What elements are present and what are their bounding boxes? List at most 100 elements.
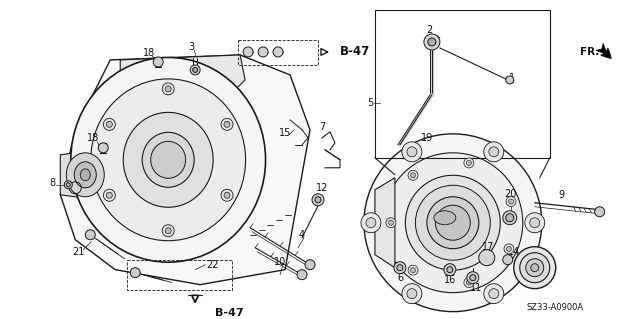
Circle shape [99, 143, 108, 153]
Circle shape [484, 284, 504, 304]
Text: 9: 9 [559, 190, 564, 200]
Text: 18: 18 [143, 48, 156, 58]
Circle shape [484, 142, 504, 162]
Circle shape [464, 158, 474, 168]
Bar [127, 260, 232, 290]
Ellipse shape [435, 205, 470, 240]
Circle shape [525, 213, 545, 233]
Circle shape [407, 289, 417, 299]
Circle shape [506, 197, 516, 206]
Text: 11: 11 [470, 283, 482, 293]
Circle shape [503, 211, 516, 225]
Text: 18: 18 [87, 133, 99, 143]
Text: B-47: B-47 [215, 308, 244, 318]
Circle shape [312, 194, 324, 206]
Circle shape [162, 225, 174, 237]
Circle shape [224, 121, 230, 127]
Text: 6: 6 [398, 273, 404, 283]
Text: 17: 17 [482, 242, 494, 252]
Circle shape [407, 147, 417, 157]
Text: FR.: FR. [580, 47, 600, 57]
Circle shape [506, 76, 514, 84]
Circle shape [366, 218, 376, 228]
Circle shape [85, 230, 95, 240]
Text: 2: 2 [427, 25, 433, 35]
Circle shape [162, 83, 174, 95]
Polygon shape [120, 55, 245, 90]
Circle shape [424, 34, 440, 50]
Circle shape [386, 218, 396, 228]
Circle shape [467, 272, 479, 284]
Ellipse shape [525, 259, 544, 277]
Text: 7: 7 [319, 122, 325, 132]
Circle shape [397, 265, 403, 271]
Circle shape [224, 192, 230, 198]
Ellipse shape [427, 197, 479, 249]
Circle shape [489, 147, 499, 157]
Text: 19: 19 [420, 133, 433, 143]
Ellipse shape [67, 153, 104, 197]
Circle shape [258, 47, 268, 57]
Circle shape [104, 189, 115, 201]
Text: 21: 21 [72, 247, 84, 257]
Circle shape [106, 121, 113, 127]
Circle shape [165, 228, 171, 234]
Ellipse shape [383, 153, 523, 293]
Circle shape [470, 275, 476, 281]
Ellipse shape [150, 141, 186, 178]
Text: 15: 15 [279, 128, 291, 138]
Text: 12: 12 [316, 183, 328, 193]
Ellipse shape [364, 134, 541, 312]
Polygon shape [60, 148, 115, 202]
Ellipse shape [405, 175, 500, 270]
Circle shape [408, 265, 418, 275]
Circle shape [464, 278, 474, 287]
Text: 20: 20 [504, 189, 517, 199]
Ellipse shape [91, 79, 246, 241]
Text: 3: 3 [188, 42, 194, 52]
Text: 5: 5 [367, 98, 373, 108]
Circle shape [106, 192, 113, 198]
Circle shape [428, 38, 436, 46]
Circle shape [447, 267, 453, 273]
Text: 16: 16 [444, 275, 456, 285]
Circle shape [467, 160, 472, 166]
Circle shape [104, 118, 115, 130]
Circle shape [506, 214, 514, 222]
Circle shape [315, 197, 321, 203]
Polygon shape [375, 178, 395, 268]
Circle shape [165, 86, 171, 92]
Bar [375, 10, 550, 158]
Circle shape [243, 47, 253, 57]
Polygon shape [60, 55, 310, 285]
Circle shape [193, 67, 198, 72]
Circle shape [273, 47, 283, 57]
Circle shape [467, 280, 472, 285]
Ellipse shape [71, 57, 266, 262]
Text: 1: 1 [509, 73, 515, 83]
Circle shape [444, 264, 456, 276]
Circle shape [504, 244, 514, 254]
Text: 22: 22 [206, 260, 218, 270]
Circle shape [64, 181, 72, 189]
Ellipse shape [124, 112, 213, 207]
Circle shape [305, 260, 315, 270]
Circle shape [388, 220, 394, 225]
Circle shape [595, 207, 605, 217]
Ellipse shape [514, 247, 556, 289]
Circle shape [190, 65, 200, 75]
Text: SZ33-A0900A: SZ33-A0900A [526, 303, 583, 312]
Circle shape [402, 142, 422, 162]
Circle shape [489, 289, 499, 299]
Circle shape [503, 255, 513, 265]
Circle shape [408, 170, 418, 180]
Text: 8: 8 [49, 178, 56, 188]
Circle shape [410, 268, 415, 273]
Ellipse shape [80, 169, 90, 181]
Circle shape [130, 268, 140, 278]
Ellipse shape [74, 162, 96, 188]
Bar [238, 40, 318, 65]
Circle shape [297, 270, 307, 280]
Circle shape [506, 246, 511, 251]
Circle shape [67, 183, 70, 187]
